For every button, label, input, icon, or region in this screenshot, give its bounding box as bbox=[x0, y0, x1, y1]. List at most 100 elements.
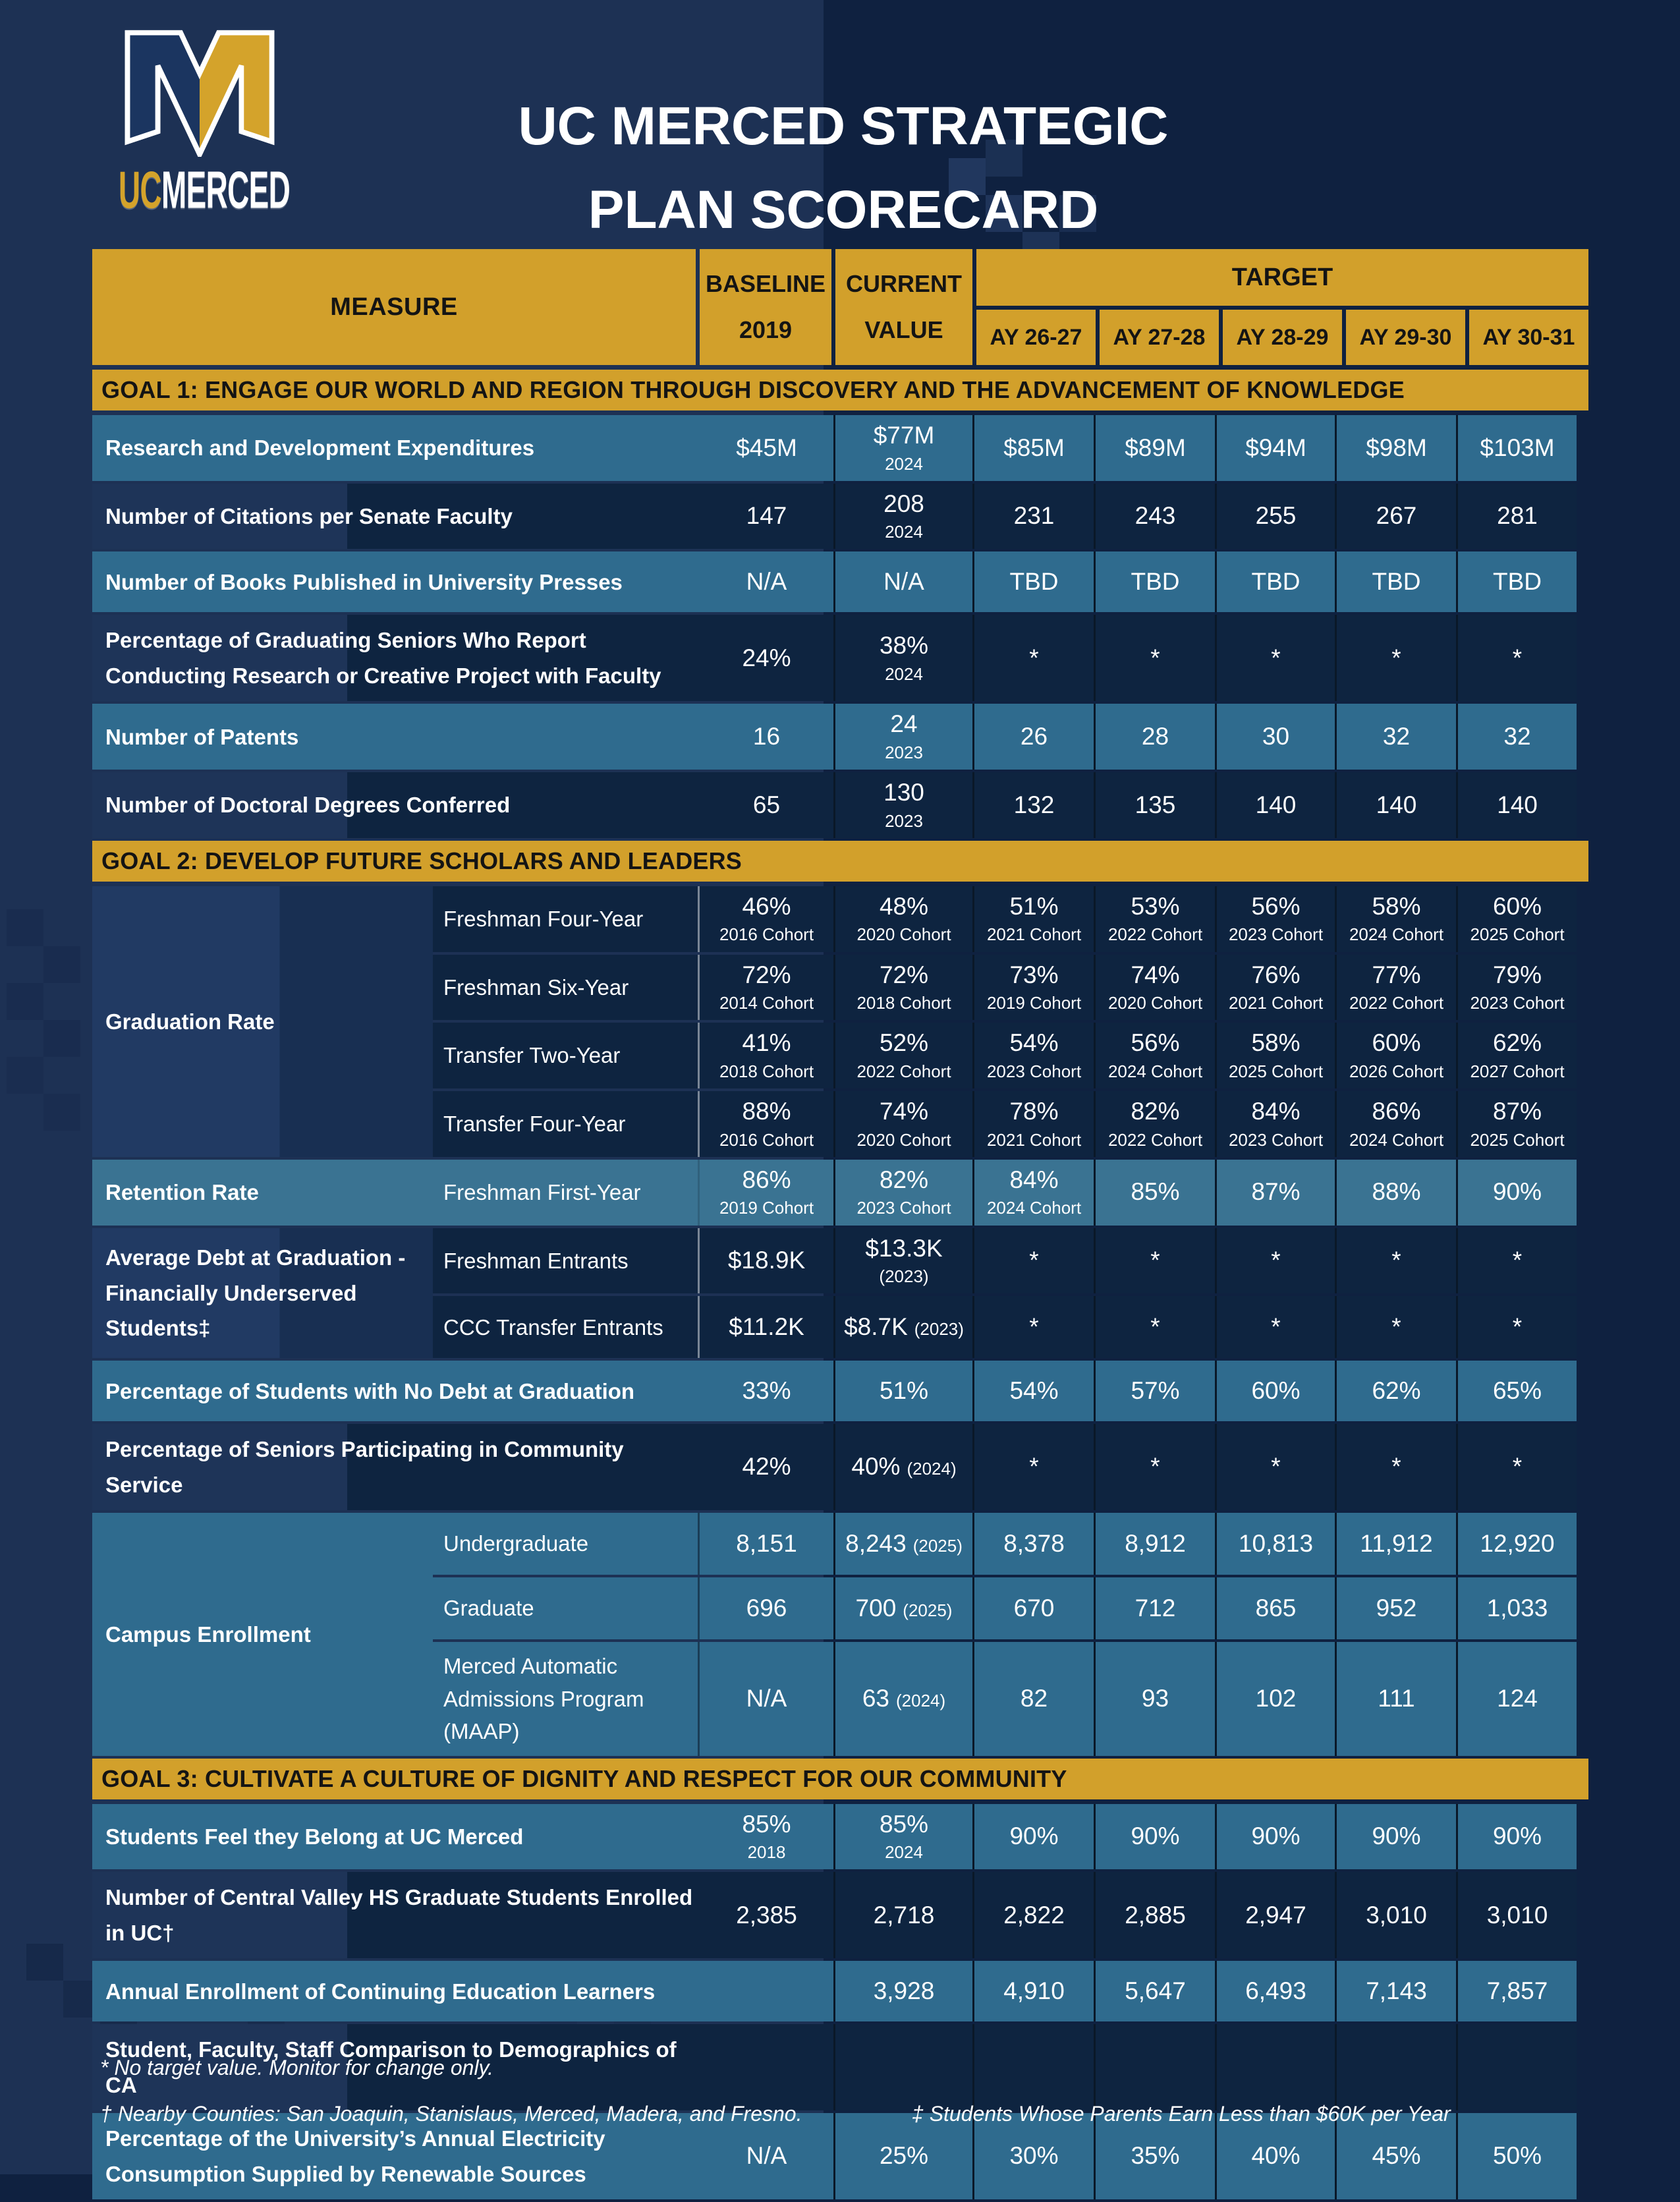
sub-label: Freshman First-Year bbox=[443, 1179, 641, 1204]
value-cell: * bbox=[1215, 1228, 1335, 1294]
cell-value: TBD bbox=[1372, 568, 1421, 596]
value-cell: 147 bbox=[700, 483, 833, 550]
value-cell: 90% bbox=[1094, 1803, 1215, 1870]
value-cell: 58% 2025 Cohort bbox=[1215, 1023, 1335, 1089]
value-cell: * bbox=[1094, 1424, 1215, 1511]
value-cell bbox=[1335, 2024, 1456, 2111]
value-cell: 32 bbox=[1456, 704, 1577, 770]
value-cell: 8,378 bbox=[972, 1513, 1094, 1575]
cell-value: 111 bbox=[1378, 1685, 1415, 1712]
cell-year-note: 2026 Cohort bbox=[1349, 1061, 1444, 1081]
cell-value: 87% bbox=[1251, 1178, 1301, 1206]
value-cell: 52% 2022 Cohort bbox=[833, 1023, 972, 1089]
value-cell: TBD bbox=[972, 551, 1094, 613]
group-subrows: Undergraduate 8,151 8,243 (2025) 8,378 8,912 1… bbox=[433, 1513, 1588, 1756]
cell-value: 140 bbox=[1376, 791, 1417, 818]
value-cell: 65 bbox=[700, 772, 833, 838]
cell-value: 124 bbox=[1497, 1685, 1538, 1712]
cell-year-note: 2023 Cohort bbox=[856, 1198, 951, 1218]
col-header-ay-29-30: AY 29-30 bbox=[1346, 310, 1465, 365]
cell-value: 77% bbox=[1372, 961, 1421, 988]
value-cell: TBD bbox=[1215, 551, 1335, 613]
cell-year-note: 2020 Cohort bbox=[1107, 993, 1203, 1013]
value-cell: 2,947 bbox=[1215, 1872, 1335, 1959]
cell-value: 32 bbox=[1382, 722, 1411, 750]
cell-value: 84% bbox=[1009, 1166, 1059, 1193]
col-header-current-line2: VALUE bbox=[864, 316, 943, 344]
value-cell: 54% 2023 Cohort bbox=[972, 1023, 1094, 1089]
value-cell: 51% 2021 Cohort bbox=[972, 886, 1094, 952]
cell-value: N/A bbox=[746, 568, 787, 596]
value-cell: 7,857 bbox=[1456, 1961, 1577, 2022]
cell-year-note: (2025) bbox=[912, 1535, 963, 1556]
goal-header-bar: GOAL 1: ENGAGE OUR WORLD AND REGION THRO… bbox=[92, 370, 1588, 410]
col-header-target: TARGET bbox=[976, 249, 1588, 306]
cell-year-note: 2019 Cohort bbox=[986, 993, 1082, 1013]
table-row: Percentage of Graduating Seniors Who Rep… bbox=[92, 615, 1588, 702]
value-cell: 90% bbox=[972, 1803, 1094, 1870]
cell-value: 45% bbox=[1372, 2142, 1421, 2170]
value-line: $8.7K (2023) bbox=[844, 1313, 964, 1341]
cell-value: * bbox=[1391, 1247, 1401, 1274]
group-label-cell: Campus Enrollment bbox=[92, 1513, 433, 1756]
cell-value: 74% bbox=[1131, 961, 1180, 988]
value-cell: 79% 2023 Cohort bbox=[1456, 954, 1577, 1021]
sub-label: Freshman Four-Year bbox=[443, 906, 644, 931]
value-cell: 42% bbox=[700, 1424, 833, 1511]
value-cell: 84% 2023 Cohort bbox=[1215, 1091, 1335, 1157]
table-row: Percentage of Seniors Participating in C… bbox=[92, 1424, 1588, 1511]
page-title: UC MERCED STRATEGIC PLAN SCORECARD bbox=[310, 84, 1377, 252]
measure-label: Percentage of Seniors Participating in C… bbox=[105, 1437, 624, 1497]
table-subrow: Freshman First-Year 86% 2019 Cohort 82% 2023… bbox=[433, 1159, 1588, 1226]
col-header-ay-27-28: AY 27-28 bbox=[1100, 310, 1219, 365]
value-cell: $11.2K bbox=[700, 1296, 833, 1359]
value-cell: 865 bbox=[1215, 1577, 1335, 1640]
cell-value: TBD bbox=[1251, 568, 1301, 596]
value-cell: N/A bbox=[833, 551, 972, 613]
value-cell: 82% 2022 Cohort bbox=[1094, 1091, 1215, 1157]
value-cell: * bbox=[1094, 1228, 1215, 1294]
value-cell: * bbox=[1094, 1296, 1215, 1359]
uc-merced-wordmark: UCMERCED bbox=[119, 159, 291, 220]
value-cell: 231 bbox=[972, 483, 1094, 550]
cell-value: 2,885 bbox=[1125, 1901, 1186, 1929]
measure-label: Student, Faculty, Staff Comparison to De… bbox=[105, 2037, 677, 2097]
cell-value: 51% bbox=[1009, 892, 1059, 920]
footnote-double-dagger: ‡ Students Whose Parents Earn Less than … bbox=[912, 2101, 1451, 2126]
cell-year-note: 2024 bbox=[885, 663, 923, 684]
goal-header-bar: GOAL 3: CULTIVATE A CULTURE OF DIGNITY A… bbox=[92, 1758, 1588, 1799]
value-cell: 24% bbox=[700, 615, 833, 702]
table-subrow: Merced Automatic Admissions Program (MAA… bbox=[433, 1642, 1588, 1756]
value-cell: * bbox=[1335, 1424, 1456, 1511]
value-cell: 267 bbox=[1335, 483, 1456, 550]
group-label: Average Debt at Graduation - Financially… bbox=[105, 1245, 406, 1341]
cell-value: $8.7K bbox=[844, 1313, 908, 1340]
value-cell: 90% bbox=[1215, 1803, 1335, 1870]
cell-value: 58% bbox=[1372, 892, 1421, 920]
value-cell: * bbox=[1335, 1228, 1456, 1294]
value-cell bbox=[1094, 2024, 1215, 2111]
cell-value: * bbox=[1391, 644, 1401, 671]
cell-value: 53% bbox=[1131, 892, 1180, 920]
value-cell bbox=[700, 1961, 833, 2022]
table-subrow: Undergraduate 8,151 8,243 (2025) 8,378 8,912 1… bbox=[433, 1513, 1588, 1575]
measure-label-cell: Students Feel they Belong at UC Merced bbox=[92, 1803, 700, 1870]
value-cell: 90% bbox=[1456, 1159, 1577, 1226]
cell-year-note: 2025 Cohort bbox=[1228, 1061, 1324, 1081]
cell-value: 3,010 bbox=[1486, 1901, 1548, 1929]
sub-label-cell: CCC Transfer Entrants bbox=[433, 1296, 700, 1359]
value-cell: 130 2023 bbox=[833, 772, 972, 838]
cell-value: 82% bbox=[1131, 1098, 1180, 1125]
value-cell bbox=[972, 2024, 1094, 2111]
cell-value: 102 bbox=[1255, 1685, 1297, 1712]
table-row-group: Retention Rate Freshman First-Year 86% 2019… bbox=[92, 1159, 1588, 1226]
cell-value: 2,718 bbox=[873, 1901, 935, 1929]
cell-value: 16 bbox=[752, 722, 781, 750]
value-cell: 77% 2022 Cohort bbox=[1335, 954, 1456, 1021]
measure-label: Annual Enrollment of Continuing Educatio… bbox=[105, 1979, 656, 2004]
col-header-baseline-line2: 2019 bbox=[739, 316, 793, 344]
cell-value: 76% bbox=[1251, 961, 1301, 988]
measure-label: Percentage of the University’s Annual El… bbox=[105, 2126, 605, 2186]
cell-value: 243 bbox=[1134, 502, 1176, 530]
value-cell: * bbox=[972, 1424, 1094, 1511]
